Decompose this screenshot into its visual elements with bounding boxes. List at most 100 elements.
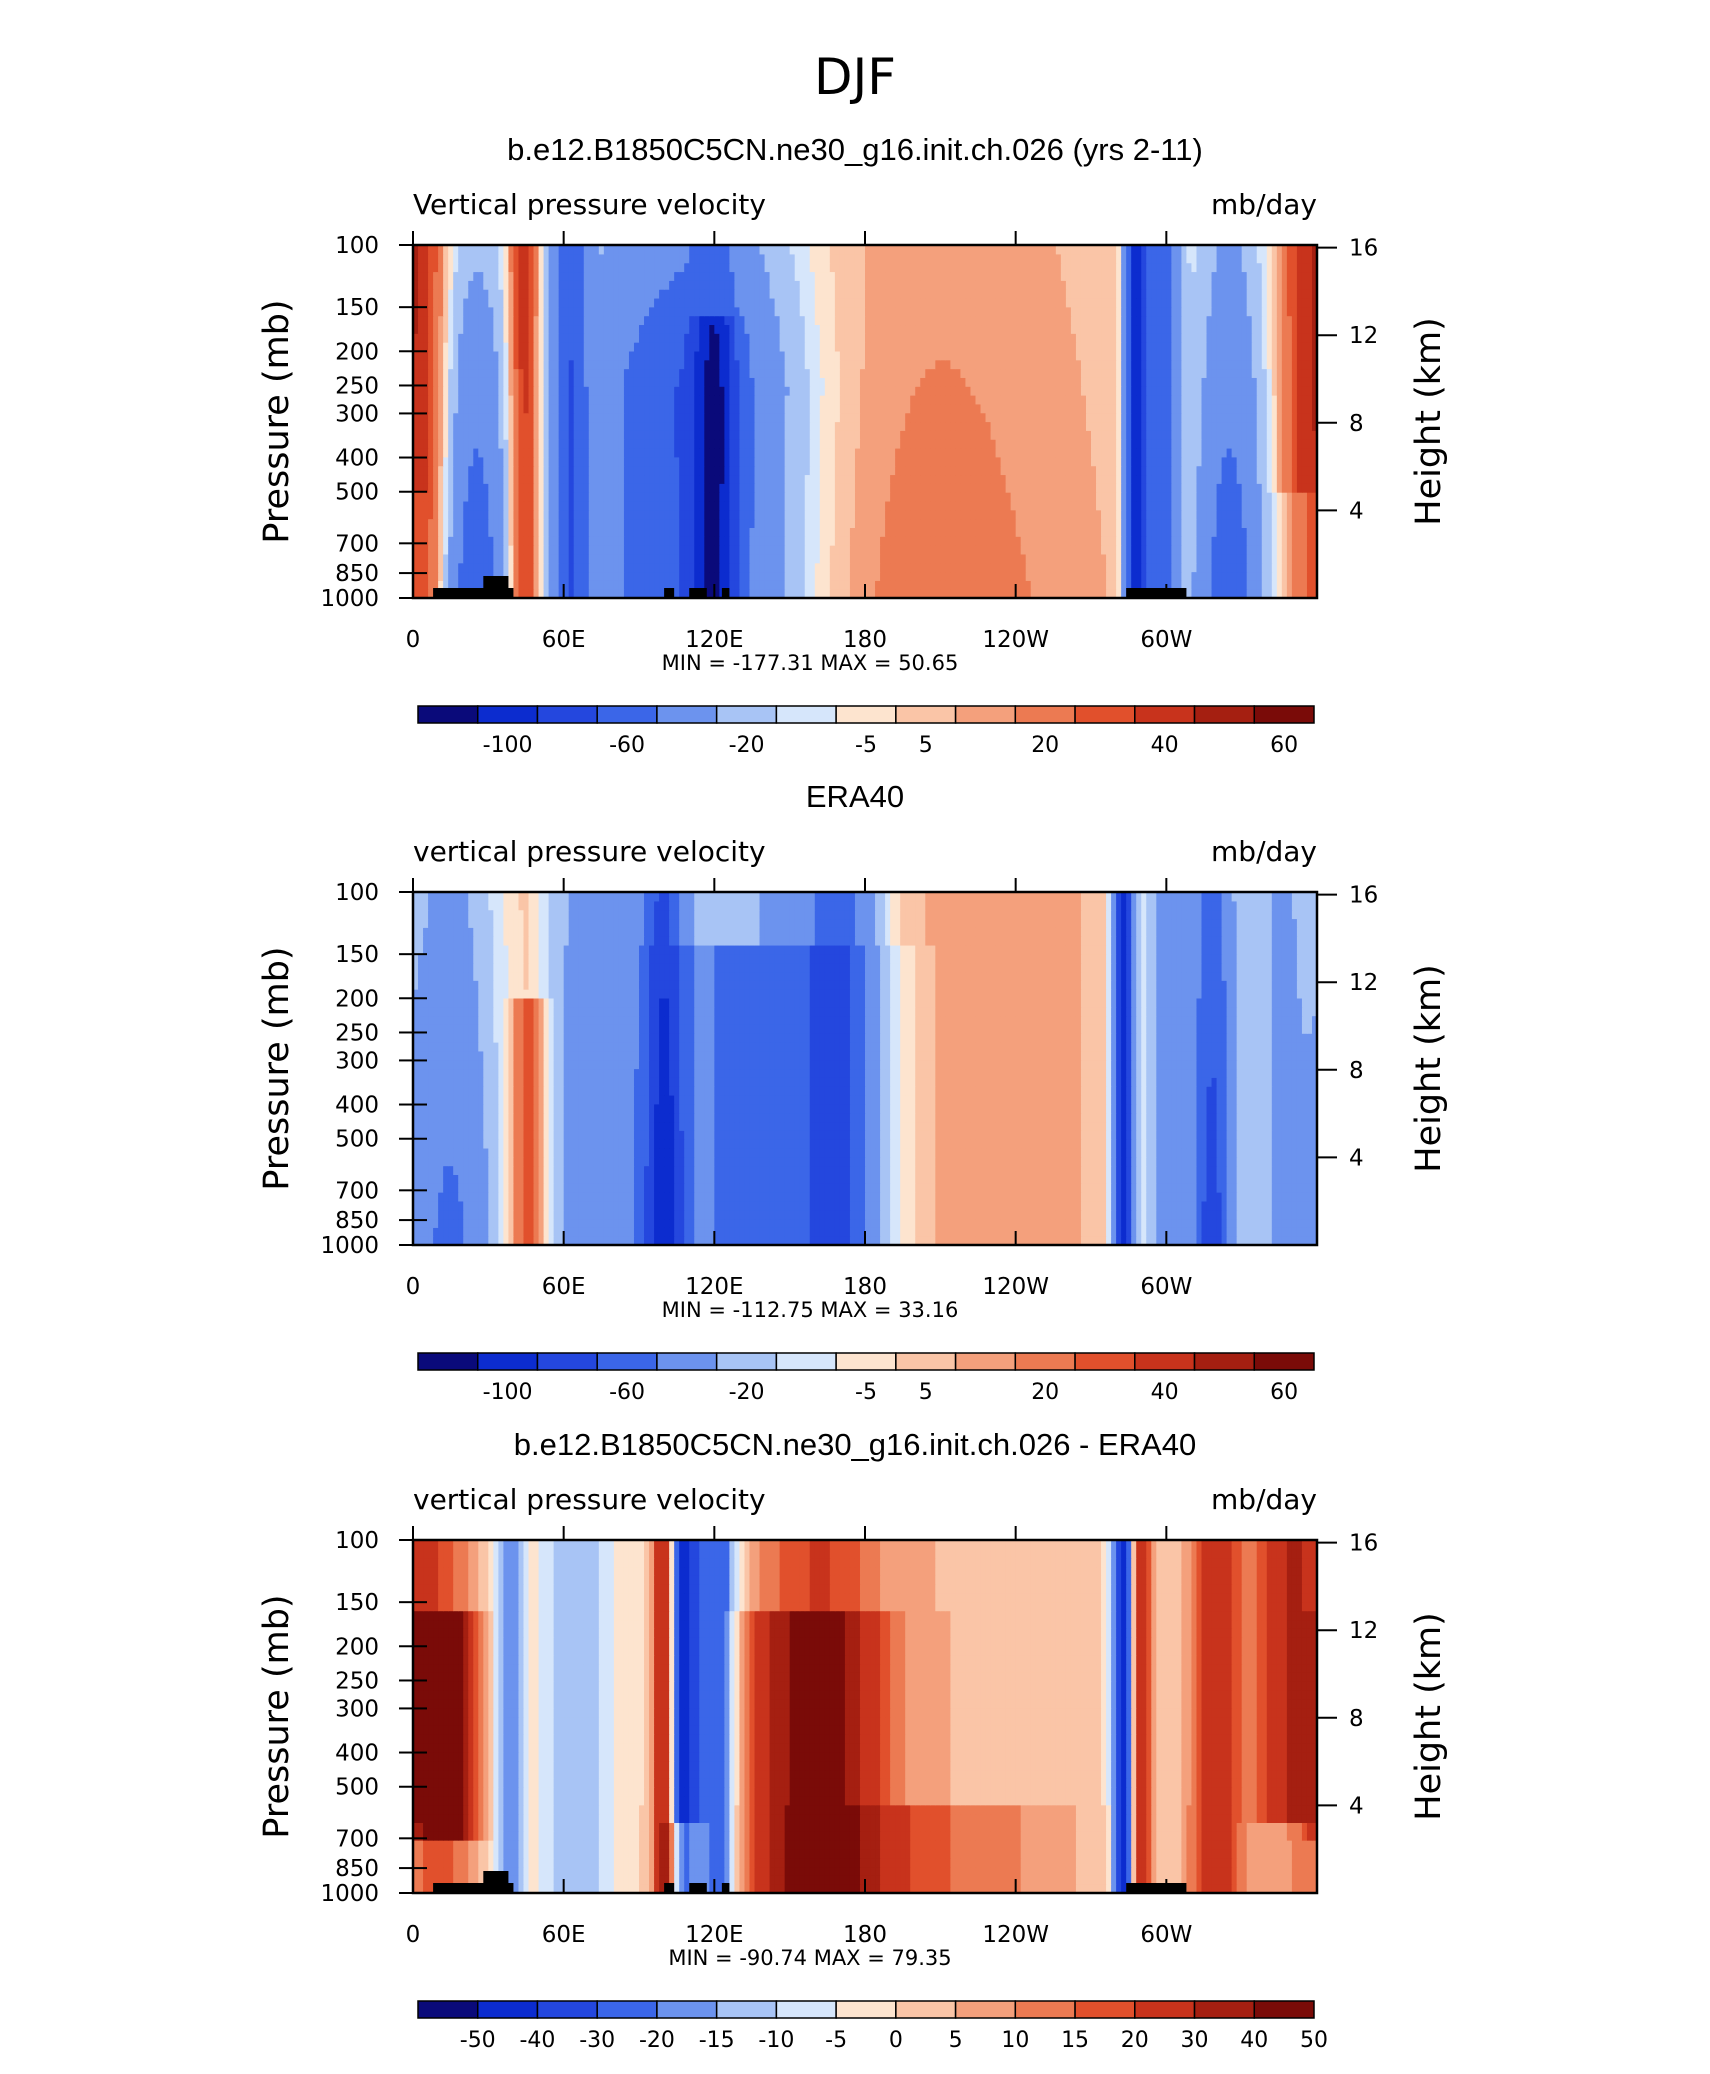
panel-3: b.e12.B1850C5CN.ne30_g16.init.ch.026 - E…	[257, 1427, 1449, 2053]
colorbar-swatch	[1195, 1353, 1255, 1370]
pressure-tick-label: 100	[335, 880, 379, 906]
colorbar-swatch	[836, 706, 896, 723]
colorbar-label: 20	[1031, 1380, 1059, 1405]
height-tick-label: 4	[1349, 498, 1364, 524]
height-tick-label: 8	[1349, 411, 1364, 437]
height-tick-label: 12	[1349, 323, 1378, 349]
colorbar-label: -20	[729, 733, 765, 758]
pressure-tick-label: 1000	[320, 1881, 379, 1907]
colorbar-swatch	[1075, 2001, 1135, 2018]
longitude-tick-label: 120W	[982, 1274, 1049, 1300]
height-tick-label: 8	[1349, 1706, 1364, 1732]
colorbar-swatch	[478, 2001, 538, 2018]
colorbar-swatch	[896, 1353, 956, 1370]
colorbar-swatch	[657, 2001, 717, 2018]
pressure-tick-label: 250	[335, 1020, 379, 1046]
colorbar-swatch	[1135, 706, 1195, 723]
longitude-tick-label: 60E	[542, 1922, 586, 1948]
longitude-tick-label: 120E	[685, 627, 743, 653]
height-tick-label: 16	[1349, 883, 1378, 909]
land-block	[1126, 588, 1186, 598]
height-tick-label: 4	[1349, 1145, 1364, 1171]
units-label: mb/day	[1211, 835, 1317, 868]
colorbar-swatch	[597, 706, 657, 723]
pressure-tick-label: 200	[335, 1634, 379, 1660]
pressure-tick-label: 700	[335, 1826, 379, 1852]
colorbar-swatch	[717, 2001, 777, 2018]
longitude-tick-label: 120E	[685, 1922, 743, 1948]
contour-field	[413, 892, 1318, 1246]
colorbar-label: 5	[949, 2028, 963, 2053]
longitude-tick-label: 60E	[542, 1274, 586, 1300]
colorbar-label: -5	[855, 1380, 877, 1405]
colorbar-label: -100	[483, 1380, 533, 1405]
colorbar-swatch	[956, 1353, 1016, 1370]
contour-field	[413, 245, 1318, 599]
colorbar-swatch	[956, 2001, 1016, 2018]
variable-label: Vertical pressure velocity	[413, 188, 766, 221]
pressure-tick-label: 400	[335, 1093, 379, 1119]
pressure-tick-label: 300	[335, 1048, 379, 1074]
longitude-tick-label: 60W	[1140, 627, 1192, 653]
longitude-tick-label: 0	[406, 1922, 421, 1948]
colorbar-label: 60	[1270, 733, 1298, 758]
colorbar-label: -50	[460, 2028, 496, 2053]
pressure-tick-label: 100	[335, 1528, 379, 1554]
colorbar-swatch	[1254, 706, 1314, 723]
colorbar-label: 30	[1181, 2028, 1209, 2053]
pressure-tick-label: 150	[335, 295, 379, 321]
longitude-tick-label: 0	[406, 627, 421, 653]
pressure-tick-label: 300	[335, 1696, 379, 1722]
variable-label: vertical pressure velocity	[413, 835, 766, 868]
colorbar-swatch	[1015, 1353, 1075, 1370]
colorbar-label: -15	[699, 2028, 735, 2053]
figure-title: DJF	[814, 48, 896, 106]
colorbar-swatch	[1195, 2001, 1255, 2018]
colorbar-label: -20	[729, 1380, 765, 1405]
colorbar-swatch	[1015, 2001, 1075, 2018]
colorbar-swatch	[597, 2001, 657, 2018]
colorbar-label: -100	[483, 733, 533, 758]
colorbar-swatch	[956, 706, 1016, 723]
pressure-tick-label: 250	[335, 373, 379, 399]
pressure-tick-label: 500	[335, 480, 379, 506]
pressure-tick-label: 500	[335, 1127, 379, 1153]
panel-1: b.e12.B1850C5CN.ne30_g16.init.ch.026 (yr…	[257, 132, 1449, 758]
colorbar-swatch	[717, 1353, 777, 1370]
colorbar-label: 40	[1151, 733, 1179, 758]
colorbar-label: 0	[889, 2028, 903, 2053]
pressure-tick-label: 500	[335, 1775, 379, 1801]
panel-title: b.e12.B1850C5CN.ne30_g16.init.ch.026 - E…	[514, 1427, 1196, 1462]
longitude-tick-label: 180	[843, 1922, 887, 1948]
pressure-axis-label: Pressure (mb)	[257, 299, 297, 543]
colorbar-swatch	[896, 2001, 956, 2018]
longitude-tick-label: 180	[843, 1274, 887, 1300]
colorbar-swatch	[896, 706, 956, 723]
variable-label: vertical pressure velocity	[413, 1483, 766, 1516]
land-block	[722, 1883, 730, 1893]
colorbar: -100 -60 -20 -5 5 20 40 60	[418, 1353, 1314, 1405]
colorbar-label: 20	[1031, 733, 1059, 758]
colorbar-swatch	[1075, 1353, 1135, 1370]
colorbar-swatch	[418, 1353, 478, 1370]
colorbar-swatch	[657, 1353, 717, 1370]
colorbar-swatch	[418, 2001, 478, 2018]
pressure-tick-label: 150	[335, 1590, 379, 1616]
colorbar-swatch	[1075, 706, 1135, 723]
longitude-tick-label: 0	[406, 1274, 421, 1300]
colorbar-swatch	[1195, 706, 1255, 723]
colorbar-swatch	[418, 706, 478, 723]
pressure-tick-label: 850	[335, 561, 379, 587]
colorbar-label: 40	[1240, 2028, 1268, 2053]
colorbar-label: 5	[919, 1380, 933, 1405]
colorbar-swatch	[836, 2001, 896, 2018]
colorbar-swatch	[537, 706, 597, 723]
colorbar-swatch	[1015, 706, 1075, 723]
height-tick-label: 4	[1349, 1793, 1364, 1819]
pressure-tick-label: 1000	[320, 586, 379, 612]
pressure-tick-label: 700	[335, 531, 379, 557]
